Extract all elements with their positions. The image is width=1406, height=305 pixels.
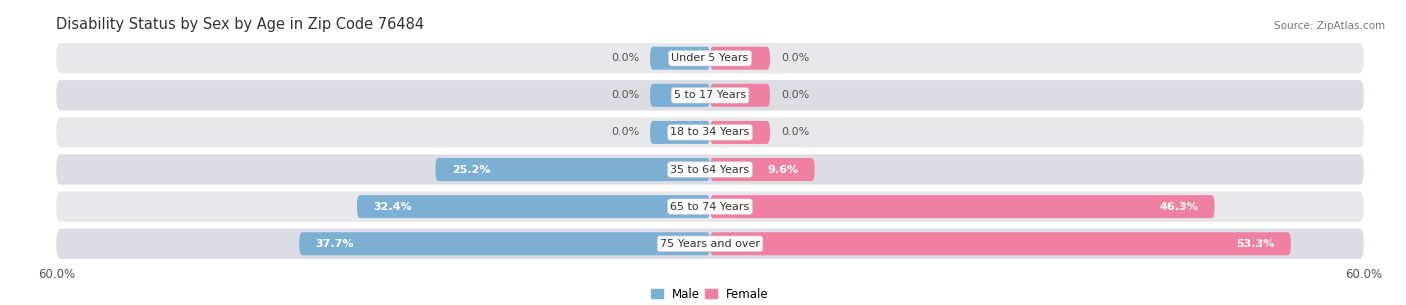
FancyBboxPatch shape [710,84,770,107]
Text: 0.0%: 0.0% [612,127,640,138]
Text: 5 to 17 Years: 5 to 17 Years [673,90,747,100]
Text: 18 to 34 Years: 18 to 34 Years [671,127,749,138]
Legend: Male, Female: Male, Female [647,283,773,305]
Text: 46.3%: 46.3% [1160,202,1198,212]
Text: 0.0%: 0.0% [612,53,640,63]
Text: 0.0%: 0.0% [780,90,808,100]
Text: 9.6%: 9.6% [768,164,799,174]
FancyBboxPatch shape [56,43,1364,74]
Text: 0.0%: 0.0% [780,53,808,63]
FancyBboxPatch shape [710,232,1291,255]
FancyBboxPatch shape [56,192,1364,222]
FancyBboxPatch shape [710,47,770,70]
Text: 32.4%: 32.4% [374,202,412,212]
FancyBboxPatch shape [56,228,1364,259]
FancyBboxPatch shape [650,121,710,144]
FancyBboxPatch shape [710,195,1215,218]
Text: 37.7%: 37.7% [315,239,354,249]
FancyBboxPatch shape [650,84,710,107]
Text: 75 Years and over: 75 Years and over [659,239,761,249]
FancyBboxPatch shape [56,154,1364,185]
FancyBboxPatch shape [56,117,1364,148]
FancyBboxPatch shape [710,158,814,181]
FancyBboxPatch shape [357,195,710,218]
Text: 35 to 64 Years: 35 to 64 Years [671,164,749,174]
FancyBboxPatch shape [436,158,710,181]
FancyBboxPatch shape [650,47,710,70]
Text: 0.0%: 0.0% [780,127,808,138]
Text: 65 to 74 Years: 65 to 74 Years [671,202,749,212]
FancyBboxPatch shape [710,121,770,144]
FancyBboxPatch shape [56,80,1364,110]
Text: 0.0%: 0.0% [612,90,640,100]
Text: Under 5 Years: Under 5 Years [672,53,748,63]
Text: Source: ZipAtlas.com: Source: ZipAtlas.com [1274,21,1385,31]
FancyBboxPatch shape [299,232,710,255]
Text: 25.2%: 25.2% [451,164,491,174]
Text: 53.3%: 53.3% [1236,239,1274,249]
Text: Disability Status by Sex by Age in Zip Code 76484: Disability Status by Sex by Age in Zip C… [56,16,425,31]
